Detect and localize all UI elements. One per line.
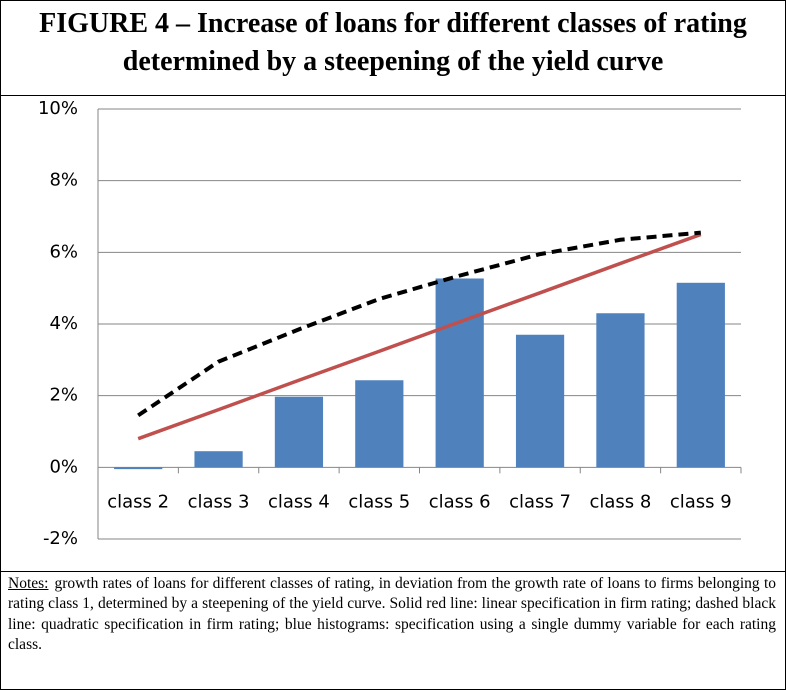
figure-title: FIGURE 4 – Increase of loans for differe… bbox=[1, 5, 785, 96]
bar bbox=[355, 380, 404, 468]
x-tick-label: class 3 bbox=[188, 491, 250, 512]
bar bbox=[274, 396, 324, 468]
x-tick-label: class 2 bbox=[107, 491, 169, 512]
notes-text: growth rates of loans for different clas… bbox=[8, 575, 776, 654]
y-tick-label: 4% bbox=[49, 313, 78, 334]
chart: -2% 0% 2% 4% 6% 8% 10% class 2 class 3 class 4 cla… bbox=[38, 98, 742, 549]
x-tick-label: class 8 bbox=[590, 491, 652, 512]
dashed-line bbox=[137, 230, 701, 418]
bar bbox=[676, 282, 725, 468]
y-tick-label: 8% bbox=[49, 170, 78, 191]
bar bbox=[435, 278, 484, 468]
line bbox=[137, 232, 702, 441]
bar bbox=[114, 467, 163, 470]
x-tick-label: class 4 bbox=[268, 491, 330, 512]
x-tick-label: class 9 bbox=[670, 491, 732, 512]
x-tick-label: class 6 bbox=[429, 491, 491, 512]
x-tick-label: class 5 bbox=[348, 491, 410, 512]
bar bbox=[596, 313, 645, 468]
bar bbox=[515, 334, 565, 468]
x-tick-label: class 7 bbox=[509, 491, 571, 512]
y-tick-label: 0% bbox=[49, 456, 78, 477]
y-tick-label: -2% bbox=[43, 528, 78, 549]
notes: Notes: growth rates of loans for differen… bbox=[1, 571, 785, 656]
y-tick-label: 6% bbox=[49, 241, 78, 262]
y-tick-label: 10% bbox=[38, 98, 78, 119]
y-tick-label: 2% bbox=[49, 385, 78, 406]
bar bbox=[194, 451, 243, 468]
notes-label: Notes: bbox=[8, 575, 49, 592]
